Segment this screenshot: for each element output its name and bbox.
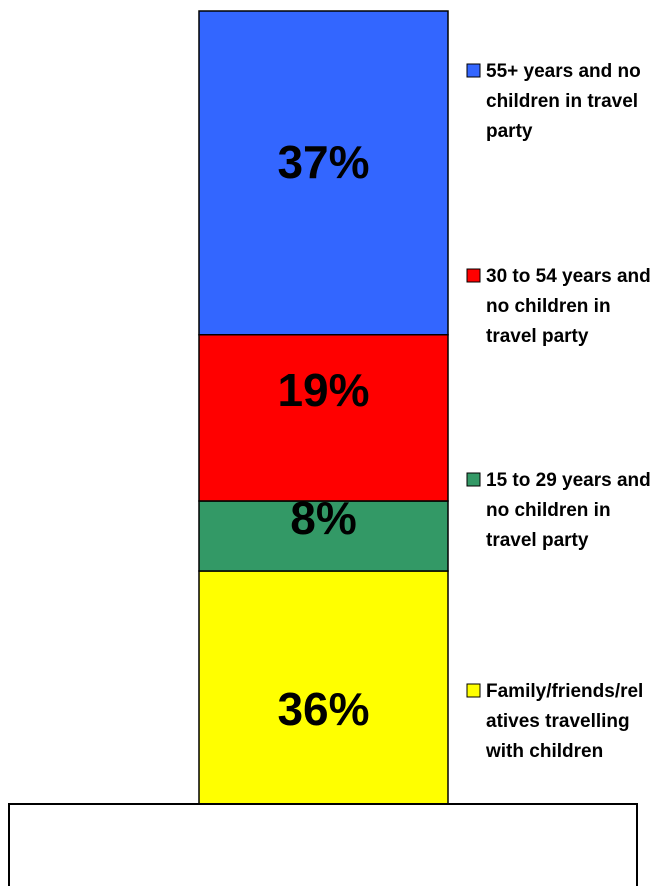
data-label-3: 37% <box>277 136 369 188</box>
legend-entry-0: Family/friends/rel atives travelling with … <box>466 681 643 762</box>
data-label-1: 8% <box>290 492 356 544</box>
bar-segment-3 <box>198 10 449 336</box>
data-label-0: 36% <box>277 683 369 735</box>
bar-stack: 36% 8% 19% 37% <box>198 10 449 886</box>
bar-segment-2 <box>198 334 449 502</box>
legend-entry-1: 15 to 29 years and no children in travel p… <box>466 470 651 551</box>
legend-label-3: 55+ years and no children in travel party <box>486 61 641 142</box>
legend-marker-3 <box>466 63 481 78</box>
caption-box <box>8 803 638 886</box>
legend: Family/friends/rel atives travelling with … <box>466 61 651 762</box>
data-label-2: 19% <box>277 364 369 416</box>
legend-entry-2: 30 to 54 years and no children in travel p… <box>466 266 651 347</box>
legend-label-1: 15 to 29 years and no children in travel p… <box>486 470 651 551</box>
legend-marker-1 <box>466 472 481 487</box>
legend-label-0: Family/friends/rel atives travelling with … <box>485 681 643 762</box>
legend-marker-2 <box>466 268 481 283</box>
bar-segment-1 <box>198 500 449 572</box>
legend-marker-0 <box>466 683 481 698</box>
legend-entry-3: 55+ years and no children in travel party <box>466 61 641 142</box>
legend-label-2: 30 to 54 years and no children in travel p… <box>486 266 651 347</box>
